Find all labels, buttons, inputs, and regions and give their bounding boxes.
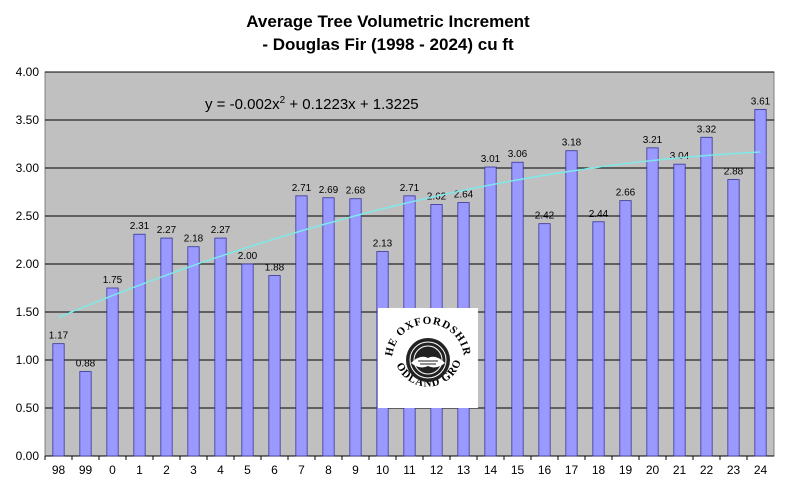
x-tick-label: 2 (163, 463, 170, 477)
data-label: 2.68 (346, 186, 366, 197)
data-label: 2.27 (157, 225, 177, 236)
data-label: 3.21 (643, 135, 663, 146)
chart-title-line-2: - Douglas Fir (1998 - 2024) cu ft (262, 35, 514, 54)
bar (646, 147, 659, 457)
x-tick-label: 19 (619, 463, 633, 477)
data-label: 3.18 (562, 138, 582, 149)
bar (754, 109, 767, 457)
data-label: 2.31 (130, 221, 150, 232)
data-label: 2.69 (319, 185, 339, 196)
handshake-tree-ring-icon (406, 338, 450, 382)
chart-title-line-1: Average Tree Volumetric Increment (246, 12, 530, 31)
data-label: 3.06 (508, 149, 528, 160)
bar (295, 195, 308, 457)
x-tick-label: 23 (727, 463, 741, 477)
y-tick-label: 2.00 (16, 257, 40, 271)
bar (511, 161, 524, 457)
data-label: 2.00 (238, 251, 258, 262)
trendline (58, 151, 761, 319)
data-label: 2.27 (211, 225, 231, 236)
x-tick-label: 12 (430, 463, 444, 477)
data-label: 2.64 (454, 190, 474, 201)
bar (241, 263, 254, 457)
x-tick-label: 24 (754, 463, 768, 477)
bar (619, 200, 632, 457)
x-tick-label: 21 (673, 463, 687, 477)
x-tick-label: 5 (244, 463, 251, 477)
x-tick-label: 10 (376, 463, 390, 477)
bar (160, 237, 173, 457)
bar (322, 197, 335, 457)
data-label: 0.88 (76, 359, 96, 370)
x-tick-label: 15 (511, 463, 525, 477)
bar (106, 287, 119, 457)
data-label: 3.32 (697, 124, 717, 135)
x-tick-label: 3 (190, 463, 197, 477)
bar (700, 136, 713, 457)
bar (538, 223, 551, 457)
x-tick-label: 99 (79, 463, 93, 477)
data-label: 2.18 (184, 234, 204, 245)
data-label: 2.42 (535, 211, 555, 222)
y-tick-label: 0.00 (16, 449, 40, 463)
y-axis-ticks: 0.00 0.50 1.00 1.50 2.00 2.50 3.00 3.50 4.00 (16, 65, 40, 463)
data-label: 1.17 (49, 331, 69, 342)
y-tick-label: 3.50 (16, 113, 40, 127)
x-tick-label: 14 (484, 463, 498, 477)
x-tick-label: 22 (700, 463, 714, 477)
data-label: 2.62 (427, 191, 447, 202)
x-axis-ticks: 98 99 0 1 2 3 4 5 6 7 8 9 10 11 12 13 14 15 16 17 18 19 20 21 22… (44, 456, 768, 477)
x-tick-label: 17 (565, 463, 579, 477)
bar (268, 275, 281, 457)
x-tick-label: 16 (538, 463, 552, 477)
y-tick-label: 3.00 (16, 161, 40, 175)
bar (133, 233, 146, 457)
x-tick-label: 7 (298, 463, 305, 477)
data-label: 3.01 (481, 154, 501, 165)
data-label: 3.04 (670, 151, 690, 162)
x-tick-label: 18 (592, 463, 606, 477)
bar (187, 246, 200, 457)
bar (727, 179, 740, 457)
data-label: 2.71 (400, 183, 420, 194)
bar (349, 198, 362, 457)
bar (484, 166, 497, 457)
y-tick-label: 1.00 (16, 353, 40, 367)
bar (214, 237, 227, 457)
y-tick-label: 0.50 (16, 401, 40, 415)
y-tick-label: 4.00 (16, 65, 40, 79)
data-label: 3.61 (751, 96, 771, 107)
trendline-equation: y = -0.002x2 + 0.1223x + 1.3225 (205, 95, 419, 113)
data-label: 2.66 (616, 188, 636, 199)
x-tick-label: 8 (325, 463, 332, 477)
x-tick-label: 98 (52, 463, 66, 477)
oxfordshire-woodland-group-logo: THE OXFORDSHIRE WOODLAND GROUP (372, 299, 478, 408)
data-label: 2.13 (373, 239, 393, 250)
bar (565, 150, 578, 457)
x-tick-label: 11 (403, 463, 416, 477)
data-label: 2.88 (724, 167, 744, 178)
x-tick-label: 20 (646, 463, 660, 477)
data-labels: 1.17 0.88 1.75 2.31 2.27 2.18 2.27 2.00 1.88 2.71… (49, 96, 771, 369)
x-tick-label: 4 (217, 463, 224, 477)
x-tick-label: 9 (352, 463, 359, 477)
y-tick-label: 1.50 (16, 305, 40, 319)
data-label: 1.88 (265, 263, 285, 274)
x-tick-label: 6 (271, 463, 278, 477)
data-label: 2.44 (589, 209, 609, 220)
x-tick-label: 13 (457, 463, 471, 477)
x-tick-label: 1 (136, 463, 143, 477)
data-label: 2.71 (292, 183, 312, 194)
bar (673, 163, 686, 457)
bar (52, 343, 65, 457)
bar (79, 371, 92, 457)
data-label: 1.75 (103, 275, 123, 286)
bar (592, 221, 605, 457)
y-tick-label: 2.50 (16, 209, 40, 223)
x-tick-label: 0 (109, 463, 116, 477)
